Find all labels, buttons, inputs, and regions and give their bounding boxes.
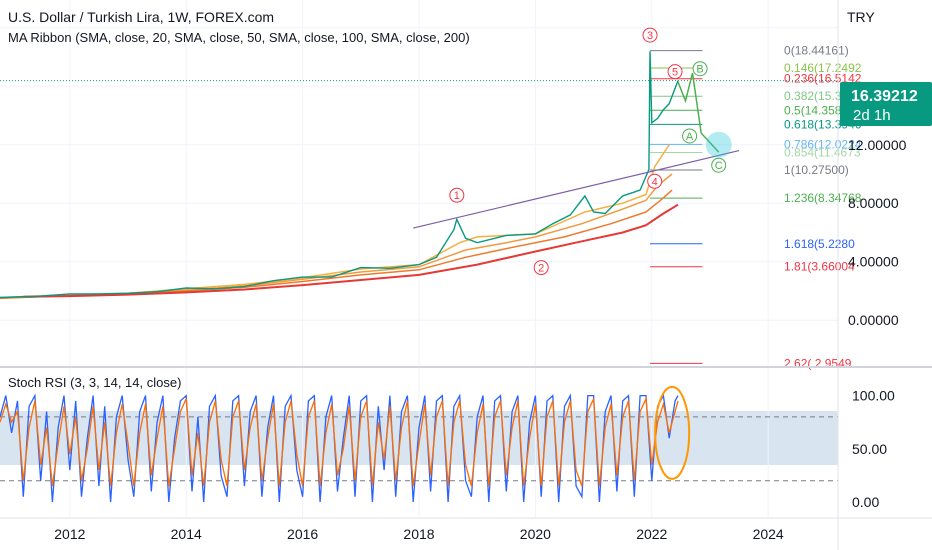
wave-label-text: A <box>686 131 694 143</box>
fib-level-label: 1.81(3.66004 <box>784 260 855 274</box>
stoch-legend[interactable]: Stoch RSI (3, 3, 14, 14, close) <box>8 375 181 390</box>
stoch-layer <box>0 385 838 503</box>
stoch-tick-label: 50.00 <box>852 441 887 457</box>
fib-level-label: 1(10.27500) <box>784 163 849 177</box>
wave-label-circle <box>667 64 683 80</box>
wave-label-text: 1 <box>454 190 460 202</box>
stoch-tick-label: 0.00 <box>852 494 879 510</box>
price-tick-label: 0.00000 <box>848 312 899 328</box>
price-tick-label: 12.00000 <box>848 137 907 153</box>
currency-label: TRY <box>847 9 875 25</box>
projection-path <box>677 72 720 153</box>
fib-level-label: 1.236(8.34768 <box>784 191 862 205</box>
wave-label-text: C <box>715 160 723 172</box>
indicator-legend[interactable]: MA Ribbon (SMA, close, 20, SMA, close, 5… <box>8 30 470 45</box>
time-tick-label: 2018 <box>403 526 434 542</box>
time-tick-label: 2022 <box>636 526 667 542</box>
wave-label-text: 4 <box>652 176 658 188</box>
trendline <box>413 150 740 229</box>
fib-level-label: 0.382(15.321 <box>784 89 855 103</box>
annotation-layer: 1 2 3 4 5 B A C <box>413 27 740 276</box>
last-price-badge[interactable]: 16.39212 2d 1h <box>840 82 932 126</box>
time-tick-label: 2020 <box>520 526 551 542</box>
price-line <box>0 51 679 299</box>
symbol-title[interactable]: U.S. Dollar / Turkish Lira, 1W, FOREX.co… <box>8 9 274 25</box>
price-tick-label: 8.00000 <box>848 195 899 211</box>
fib-level-label: 0.854(11.4673 <box>784 146 861 160</box>
fib-level-label: 2.62( 2.9549 <box>784 356 852 370</box>
wave-label-circle <box>533 260 549 276</box>
time-tick-label: 2016 <box>287 526 318 542</box>
ma200-line <box>23 203 679 298</box>
time-tick-label: 2024 <box>753 526 784 542</box>
time-tick-label: 2014 <box>171 526 202 542</box>
wave-label-circle <box>647 173 663 189</box>
fib-level-label: 1.618(5.2280 <box>784 237 855 251</box>
stoch-d-line <box>0 396 679 487</box>
wave-label-circle <box>642 27 658 43</box>
wave-label-circle <box>711 157 727 173</box>
wave-label-text: 5 <box>672 67 678 79</box>
projection-target-marker <box>705 131 732 158</box>
wave-label-text: B <box>696 64 703 76</box>
fib-level-label: 0(18.44161) <box>784 44 849 58</box>
wave-label-circle <box>449 187 465 203</box>
time-axis[interactable]: 2012 2014 2016 2018 2020 2022 2024 <box>54 526 784 542</box>
fib-level-label: 0.5(14.35830 <box>784 103 855 117</box>
stoch-tick-label: 100.00 <box>852 388 895 404</box>
fib-level-label: 0.146(17.2492 <box>784 61 862 75</box>
stoch-highlight-circle <box>654 385 691 480</box>
stoch-axis[interactable]: 100.00 50.00 0.00 <box>852 388 895 510</box>
fib-layer: 0(18.44161)0.146(17.24920.236(16.51420.3… <box>650 44 862 370</box>
wave-label-text: 3 <box>647 30 653 42</box>
price-layer <box>0 51 838 299</box>
bar-countdown: 2d 1h <box>853 107 891 124</box>
fib-level-label: 0.786(12.0224 <box>784 137 862 151</box>
last-price-badge-bg <box>840 82 932 126</box>
wave-label-circle <box>692 61 708 77</box>
price-tick-label: 4.00000 <box>848 254 899 270</box>
last-price-value: 16.39212 <box>851 88 918 105</box>
grid-layer <box>0 0 838 518</box>
wave-label-circle <box>682 128 698 144</box>
wave-label-text: 2 <box>538 263 544 275</box>
time-tick-label: 2012 <box>54 526 85 542</box>
